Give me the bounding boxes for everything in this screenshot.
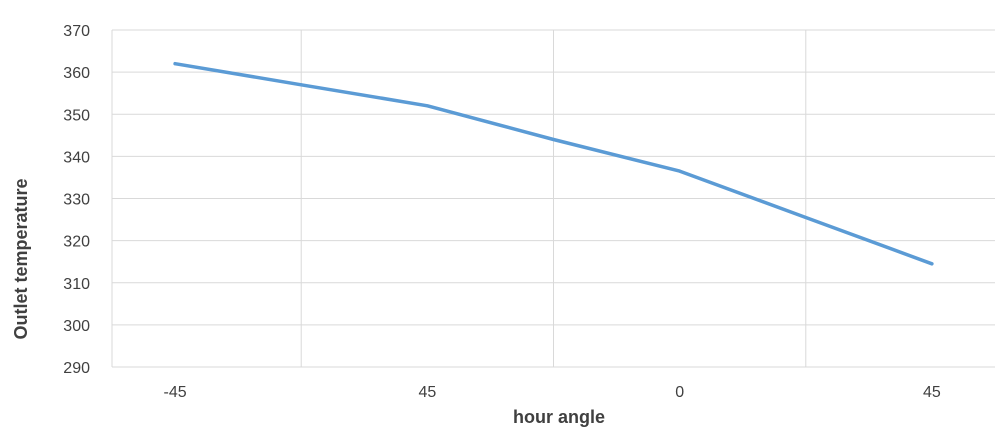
x-tick-label: 45 [418, 384, 436, 401]
grid-lines [111, 29, 995, 368]
y-tick-label: 290 [63, 360, 90, 377]
y-axis-ticks: 290 300 310 320 330 340 350 360 370 [63, 23, 90, 377]
data-point [552, 138, 555, 142]
data-point [804, 215, 808, 219]
y-tick-label: 360 [63, 65, 90, 82]
data-point [678, 169, 682, 173]
data-point [930, 262, 934, 266]
x-tick-label: 45 [923, 384, 941, 401]
y-tick-label: 300 [63, 318, 90, 335]
data-point [299, 83, 303, 87]
y-tick-label: 340 [63, 149, 90, 166]
y-tick-label: 310 [63, 276, 90, 293]
y-tick-label: 350 [63, 107, 90, 124]
x-tick-label: 0 [675, 384, 684, 401]
y-tick-label: 330 [63, 192, 90, 209]
y-axis-title: Outlet temperature [11, 178, 31, 339]
series-layer [173, 61, 934, 266]
x-axis-ticks: -45 45 0 45 [164, 384, 941, 401]
y-tick-label: 370 [63, 23, 90, 40]
x-tick-label: -45 [164, 384, 187, 401]
data-point [425, 104, 429, 108]
data-point [173, 62, 177, 66]
x-axis-title: hour angle [513, 407, 605, 427]
y-tick-label: 320 [63, 234, 90, 251]
